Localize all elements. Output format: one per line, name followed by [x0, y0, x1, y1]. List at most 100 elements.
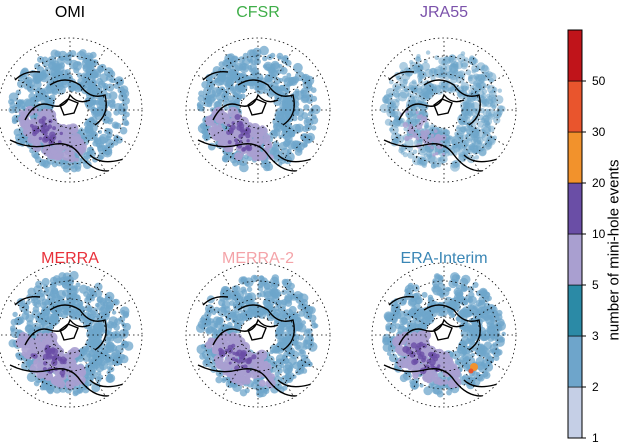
event-cell — [108, 91, 118, 101]
panel-title: MERRA — [41, 250, 99, 267]
event-cell — [50, 304, 60, 315]
event-cell — [430, 364, 435, 369]
event-cell — [9, 101, 17, 109]
colorbar-tick-label: 50 — [592, 74, 606, 88]
event-cell — [407, 322, 413, 328]
event-cell — [99, 306, 108, 315]
event-cell — [61, 289, 70, 297]
event-cell — [493, 355, 500, 361]
event-cell — [416, 123, 423, 130]
event-cell — [486, 356, 495, 364]
event-cell — [311, 320, 316, 325]
event-cell — [36, 362, 42, 368]
event-cell — [421, 291, 428, 298]
meridian-line — [221, 47, 250, 95]
event-cell — [449, 360, 454, 366]
event-cell — [215, 126, 224, 136]
event-cell — [278, 341, 289, 352]
colorbar-tick-label: 1 — [592, 431, 599, 445]
event-cell — [45, 111, 51, 117]
event-cell — [257, 360, 264, 367]
event-cell — [463, 100, 472, 110]
latitude-circle — [185, 37, 331, 183]
event-cell — [411, 79, 417, 85]
event-cell — [228, 129, 234, 135]
event-cell — [257, 275, 265, 283]
event-cell — [39, 385, 46, 391]
event-cell — [432, 285, 442, 296]
event-cell — [231, 285, 239, 293]
event-cell — [395, 98, 400, 103]
event-cell — [433, 129, 438, 133]
event-cell — [411, 334, 418, 341]
coastline — [14, 295, 41, 306]
event-cell — [70, 165, 78, 173]
event-cell — [243, 364, 248, 369]
event-cell — [404, 135, 410, 142]
event-cell — [95, 142, 100, 148]
event-cell — [26, 300, 31, 305]
event-cell — [399, 79, 408, 88]
event-cell — [99, 109, 104, 114]
event-cell — [463, 140, 470, 147]
event-cell — [35, 87, 45, 97]
event-cell — [113, 109, 120, 116]
event-cell — [308, 306, 316, 315]
event-cell — [423, 350, 430, 356]
event-cell — [441, 291, 446, 296]
event-cell — [112, 298, 118, 305]
event-cell — [302, 344, 308, 350]
event-cell — [263, 134, 271, 142]
event-cell — [417, 70, 426, 79]
event-cell — [197, 123, 208, 134]
event-cell — [249, 63, 257, 72]
event-cell — [501, 331, 506, 337]
event-cell — [266, 142, 273, 149]
event-cell — [400, 297, 407, 305]
event-cell — [228, 332, 238, 341]
coastline — [383, 139, 490, 172]
latitude-circle — [371, 262, 517, 408]
coastline — [212, 93, 279, 121]
event-cell — [267, 90, 275, 98]
event-cell — [220, 362, 230, 372]
event-cell — [438, 64, 443, 69]
event-cell — [55, 64, 65, 74]
event-cell — [425, 50, 431, 55]
event-cell — [436, 390, 444, 398]
event-cell — [37, 56, 44, 63]
event-cell — [227, 140, 232, 145]
event-cell — [481, 64, 489, 72]
event-cell — [450, 272, 460, 282]
event-cell — [78, 368, 87, 377]
event-cell — [218, 334, 225, 341]
event-cell — [124, 111, 130, 118]
event-cell — [86, 296, 91, 301]
event-cell — [411, 359, 418, 366]
event-cell — [114, 318, 121, 326]
event-cell — [197, 103, 202, 108]
event-cell — [244, 280, 250, 286]
event-cell — [97, 96, 107, 106]
event-cell — [241, 289, 248, 295]
event-cell — [51, 356, 58, 362]
event-cell — [244, 388, 250, 394]
event-cell — [255, 84, 266, 95]
event-cell — [44, 339, 52, 347]
event-cell — [406, 346, 411, 351]
event-cell — [203, 136, 209, 142]
event-cell — [419, 383, 424, 388]
event-cell — [93, 87, 101, 95]
event-cell — [230, 87, 237, 94]
event-cell — [301, 320, 306, 325]
coastline — [433, 323, 453, 341]
event-cell — [101, 82, 107, 87]
event-cell — [282, 357, 290, 364]
event-cell — [415, 110, 419, 115]
event-cell — [10, 327, 15, 333]
event-cell — [441, 152, 445, 156]
event-cell — [477, 81, 487, 91]
coastline — [24, 318, 91, 346]
event-cell — [287, 148, 292, 154]
event-cell — [258, 379, 266, 387]
